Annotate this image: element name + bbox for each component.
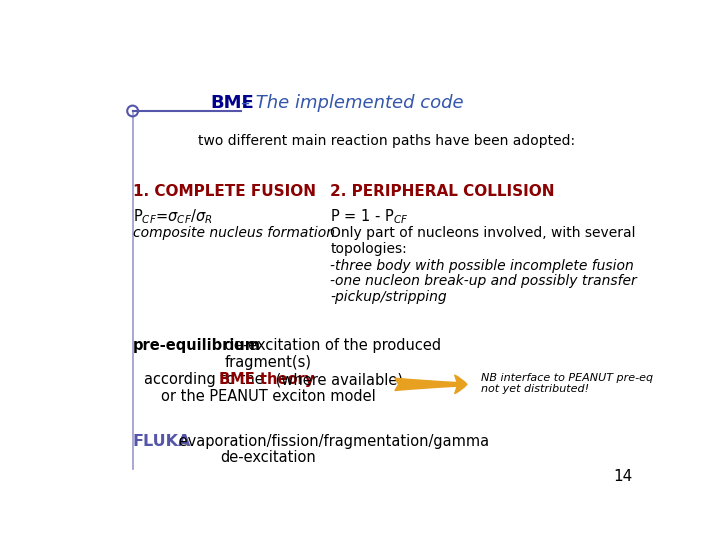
Text: -pickup/stripping: -pickup/stripping: [330, 289, 447, 303]
Text: BME theory: BME theory: [220, 372, 315, 387]
Text: according to the: according to the: [144, 372, 269, 387]
Text: pre-equilibrium: pre-equilibrium: [132, 338, 261, 353]
Text: evaporation/fission/fragmentation/gamma: evaporation/fission/fragmentation/gamma: [174, 434, 489, 449]
Text: fragment(s): fragment(s): [225, 355, 312, 370]
Text: – The implemented code: – The implemented code: [241, 94, 464, 112]
Text: -three body with possible incomplete fusion: -three body with possible incomplete fus…: [330, 259, 634, 273]
Text: 1. COMPLETE FUSION: 1. COMPLETE FUSION: [132, 184, 315, 199]
Text: P$_{CF}$=$\sigma_{CF}$/$\sigma_{R}$: P$_{CF}$=$\sigma_{CF}$/$\sigma_{R}$: [132, 207, 212, 226]
Text: P = 1 - P$_{CF}$: P = 1 - P$_{CF}$: [330, 207, 409, 226]
Text: 14: 14: [613, 469, 632, 484]
Text: or the PEANUT exciton model: or the PEANUT exciton model: [161, 389, 376, 404]
Text: topologies:: topologies:: [330, 242, 407, 256]
Text: (where available): (where available): [271, 372, 402, 387]
Text: de-excitation: de-excitation: [220, 450, 316, 465]
Text: NB interface to PEANUT pre-eq
not yet distributed!: NB interface to PEANUT pre-eq not yet di…: [482, 373, 654, 394]
Text: de-excitation of the produced: de-excitation of the produced: [220, 338, 441, 353]
Text: BME: BME: [210, 94, 254, 112]
Text: two different main reaction paths have been adopted:: two different main reaction paths have b…: [199, 134, 575, 148]
Text: -one nucleon break-up and possibly transfer: -one nucleon break-up and possibly trans…: [330, 274, 637, 288]
Text: Only part of nucleons involved, with several: Only part of nucleons involved, with sev…: [330, 226, 636, 240]
Text: FLUKA: FLUKA: [132, 434, 191, 449]
Text: composite nucleus formation: composite nucleus formation: [132, 226, 335, 240]
Text: 2. PERIPHERAL COLLISION: 2. PERIPHERAL COLLISION: [330, 184, 554, 199]
